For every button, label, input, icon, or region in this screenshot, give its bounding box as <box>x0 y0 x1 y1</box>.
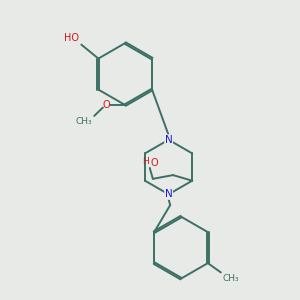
Text: CH₃: CH₃ <box>75 118 92 127</box>
Text: H: H <box>142 157 149 166</box>
Text: CH₃: CH₃ <box>222 274 239 283</box>
Text: O: O <box>102 100 110 110</box>
Text: HO: HO <box>64 33 79 43</box>
Text: N: N <box>165 189 172 199</box>
Text: O: O <box>151 158 159 168</box>
Text: N: N <box>165 135 172 145</box>
